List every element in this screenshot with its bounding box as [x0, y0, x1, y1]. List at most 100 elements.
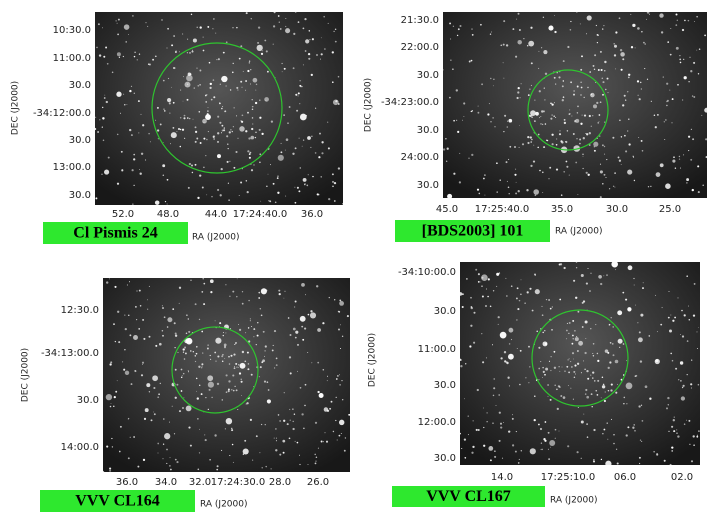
star [595, 324, 597, 326]
star [599, 50, 602, 53]
star [544, 373, 546, 376]
star [575, 267, 578, 269]
x-tick-label: 17:25:40.0 [475, 204, 529, 215]
star [119, 425, 122, 428]
star [99, 119, 101, 121]
star [477, 273, 480, 276]
star [326, 380, 328, 382]
star [671, 425, 674, 428]
star [610, 418, 613, 420]
star [616, 383, 618, 385]
star [317, 193, 320, 196]
star [508, 158, 510, 160]
star [586, 436, 589, 438]
star [124, 349, 126, 351]
star [221, 75, 228, 83]
star [459, 358, 461, 360]
star [209, 82, 212, 86]
star [638, 98, 641, 101]
star [171, 405, 173, 407]
star [180, 376, 183, 379]
star [489, 33, 492, 35]
star [260, 200, 262, 202]
star [568, 113, 571, 115]
star [590, 272, 592, 274]
star [518, 28, 521, 32]
star [547, 384, 550, 386]
star [628, 143, 631, 146]
star [338, 419, 345, 426]
star [648, 335, 651, 337]
star [207, 25, 210, 28]
star [142, 318, 145, 321]
star [483, 407, 485, 409]
star [221, 78, 223, 81]
star [503, 77, 505, 79]
star [339, 347, 342, 350]
star [646, 18, 648, 20]
star [481, 83, 483, 86]
star [549, 307, 552, 310]
star [116, 182, 120, 185]
star [214, 434, 217, 437]
star [492, 85, 494, 87]
star [134, 370, 137, 373]
star [338, 434, 341, 437]
star [195, 352, 198, 355]
star [283, 67, 286, 70]
star [286, 423, 289, 426]
star [574, 373, 576, 375]
star [216, 58, 218, 61]
star [155, 119, 157, 121]
star [228, 131, 231, 134]
star [331, 173, 334, 176]
star [566, 338, 568, 340]
star [623, 94, 626, 97]
star [207, 131, 209, 133]
star [571, 352, 575, 355]
star [545, 298, 548, 301]
star [529, 88, 531, 90]
star [214, 351, 217, 354]
star [459, 432, 461, 435]
x-tick-label: 17:24:30.0 [211, 477, 265, 488]
star [471, 28, 473, 30]
star [340, 324, 341, 326]
star [249, 418, 253, 422]
star [544, 330, 546, 332]
star [179, 128, 182, 131]
star [294, 147, 297, 150]
star [669, 53, 672, 56]
star [558, 430, 560, 432]
star [511, 417, 514, 420]
star [303, 427, 305, 430]
star [702, 184, 704, 186]
star [683, 76, 687, 80]
star [576, 85, 579, 88]
star [236, 278, 238, 280]
star [224, 428, 226, 430]
star [129, 334, 132, 337]
star [325, 440, 329, 443]
star [335, 419, 337, 422]
star [300, 86, 302, 88]
star [507, 120, 509, 122]
star [678, 155, 681, 158]
star [622, 291, 625, 294]
star [573, 146, 575, 148]
star [219, 83, 221, 85]
star [626, 403, 628, 405]
star [625, 382, 633, 390]
star [587, 86, 589, 89]
star [508, 343, 511, 345]
star [242, 453, 245, 455]
star [110, 361, 113, 364]
star [219, 194, 222, 197]
star [674, 316, 676, 319]
star [477, 281, 480, 283]
star [244, 360, 247, 363]
star [248, 156, 251, 159]
star [223, 127, 225, 129]
star [237, 89, 239, 91]
star [182, 372, 185, 375]
